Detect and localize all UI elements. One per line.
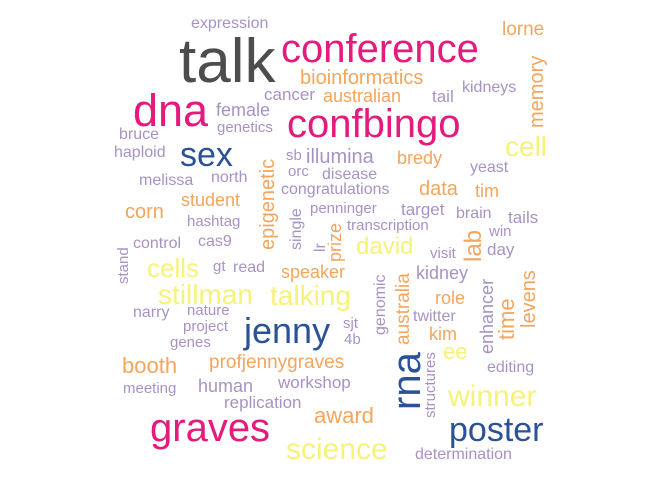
word-tail: tail bbox=[432, 87, 454, 106]
word-sjt: sjt bbox=[343, 315, 358, 332]
word-brain: brain bbox=[456, 205, 492, 222]
word-meeting: meeting bbox=[123, 380, 177, 397]
word-structures: structures bbox=[422, 352, 439, 418]
word-read: read bbox=[233, 259, 266, 276]
word-david: david bbox=[356, 233, 414, 260]
word-winner: winner bbox=[448, 380, 537, 413]
word-congratulations: congratulations bbox=[281, 181, 390, 198]
word-prize: prize bbox=[325, 222, 345, 262]
word-data: data bbox=[419, 178, 458, 200]
word-rna: rna bbox=[385, 352, 429, 410]
word-cancer: cancer bbox=[264, 85, 316, 104]
word-australian: australian bbox=[323, 86, 402, 106]
word-genetics: genetics bbox=[217, 119, 273, 136]
word-disease: disease bbox=[322, 166, 378, 183]
word-sb: sb bbox=[286, 147, 302, 164]
word-booth: booth bbox=[122, 353, 178, 378]
word-hashtag: hashtag bbox=[187, 213, 241, 230]
word-project: project bbox=[183, 318, 229, 335]
word-workshop: workshop bbox=[278, 373, 351, 392]
word-win: win bbox=[489, 223, 512, 240]
word-speaker: speaker bbox=[281, 262, 346, 282]
word-4b: 4b bbox=[344, 331, 361, 348]
word-tim: tim bbox=[475, 181, 499, 201]
word-editing: editing bbox=[487, 359, 535, 376]
word-human: human bbox=[198, 376, 254, 396]
word-bruce: bruce bbox=[119, 126, 160, 143]
word-replication: replication bbox=[224, 393, 302, 412]
word-transcription: transcription bbox=[347, 217, 429, 234]
word-science: science bbox=[286, 433, 388, 466]
word-cas9: cas9 bbox=[198, 233, 232, 250]
word-genes: genes bbox=[170, 334, 211, 351]
word-ee: ee bbox=[443, 339, 468, 364]
word-cells: cells bbox=[147, 253, 200, 283]
word-stand: stand bbox=[115, 247, 132, 284]
word-conference: conference bbox=[281, 27, 479, 71]
word-confbingo: confbingo bbox=[287, 102, 461, 146]
word-poster: poster bbox=[449, 411, 544, 449]
word-kim: kim bbox=[429, 324, 457, 344]
word-genomic: genomic bbox=[372, 274, 389, 335]
word-illumina: illumina bbox=[306, 146, 374, 168]
word-epigenetic: epigenetic bbox=[257, 158, 279, 250]
word-talk: talk bbox=[179, 27, 276, 96]
word-levens: levens bbox=[518, 270, 540, 328]
word-expression: expression bbox=[191, 15, 269, 32]
word-student: student bbox=[181, 190, 241, 210]
word-memory: memory bbox=[526, 55, 548, 128]
word-penninger: penninger bbox=[310, 200, 377, 217]
word-kidneys: kidneys bbox=[462, 79, 517, 96]
word-narry: narry bbox=[133, 304, 170, 321]
word-graves: graves bbox=[150, 406, 271, 450]
word-cell: cell bbox=[505, 131, 548, 162]
word-dna: dna bbox=[133, 85, 209, 136]
word-bioinformatics: bioinformatics bbox=[300, 67, 424, 89]
word-bredy: bredy bbox=[397, 148, 443, 168]
word-single: single bbox=[288, 208, 305, 250]
word-award: award bbox=[314, 403, 374, 428]
word-female: female bbox=[216, 100, 271, 120]
word-target: target bbox=[401, 200, 445, 219]
word-determination: determination bbox=[415, 446, 512, 463]
word-lab: lab bbox=[460, 229, 487, 262]
word-talking: talking bbox=[270, 280, 351, 311]
word-twitter: twitter bbox=[413, 308, 456, 325]
word-role: role bbox=[435, 288, 466, 308]
word-australia: australia bbox=[393, 273, 414, 345]
word-sex: sex bbox=[180, 136, 233, 174]
word-orc: orc bbox=[288, 163, 309, 180]
word-gt: gt bbox=[213, 258, 226, 275]
word-nature: nature bbox=[187, 302, 230, 319]
word-day: day bbox=[487, 240, 515, 259]
word-melissa: melissa bbox=[139, 172, 194, 189]
word-time: time bbox=[494, 298, 519, 340]
word-visit: visit bbox=[430, 245, 456, 262]
word-north: north bbox=[211, 169, 248, 186]
word-control: control bbox=[133, 235, 182, 252]
word-corn: corn bbox=[125, 201, 164, 223]
word-tails: tails bbox=[508, 208, 539, 227]
word-yeast: yeast bbox=[470, 159, 509, 176]
word-lorne: lorne bbox=[502, 19, 545, 40]
word-profjennygraves: profjennygraves bbox=[209, 352, 345, 373]
word-haploid: haploid bbox=[114, 144, 166, 161]
word-kidney: kidney bbox=[416, 263, 469, 283]
word-stillman: stillman bbox=[158, 279, 253, 310]
word-jenny: jenny bbox=[244, 310, 331, 351]
